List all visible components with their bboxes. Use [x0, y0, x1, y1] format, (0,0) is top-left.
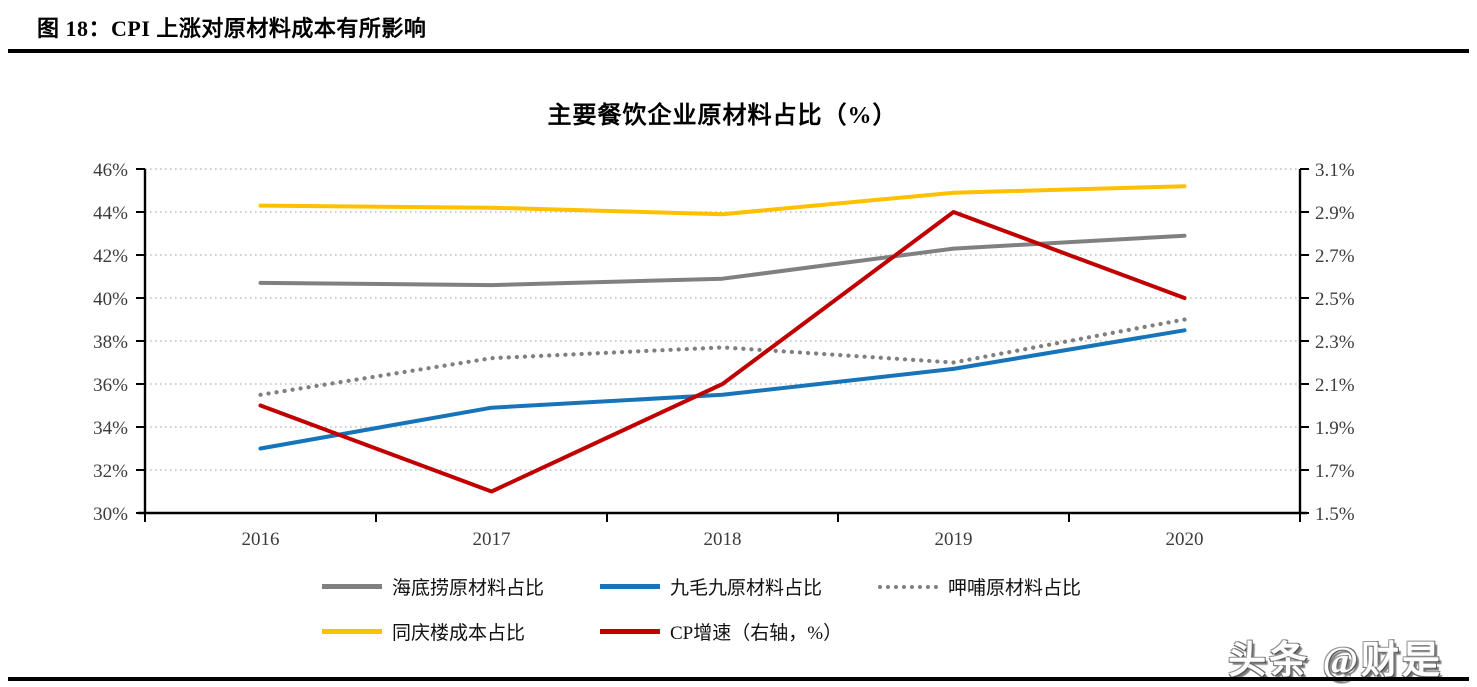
y-right-tick-label: 2.7%: [1315, 246, 1355, 267]
figure-title: 图 18：CPI 上涨对原材料成本有所影响: [37, 16, 427, 41]
legend-swatch-0: [322, 584, 382, 589]
y-right-tick-label: 1.9%: [1315, 418, 1355, 439]
y-left-tick-label: 44%: [93, 203, 128, 224]
watermark: 头条 @财是: [1228, 640, 1443, 682]
series-line-4: [258, 210, 1187, 494]
header-divider: [8, 49, 1469, 53]
legend-item-1: 九毛九原材料占比: [600, 573, 878, 600]
y-left-tick-label: 34%: [93, 418, 128, 439]
legend-label-0: 海底捞原材料占比: [392, 578, 545, 599]
legend-label-1: 九毛九原材料占比: [670, 578, 823, 599]
x-axis-label: 2017: [473, 529, 511, 550]
x-axis-label: 2018: [704, 529, 742, 550]
series-line-3: [258, 184, 1187, 217]
x-axis-label: 2020: [1166, 529, 1204, 550]
legend-item-3: 同庆楼成本占比: [322, 618, 600, 645]
x-axis-label: 2016: [242, 529, 280, 550]
legend-item-2: 呷哺原材料占比: [878, 573, 1218, 600]
y-right-tick-label: 1.7%: [1315, 461, 1355, 482]
legend-swatch-2: [878, 584, 938, 589]
legend-item-4: CP增速（右轴，%）: [600, 618, 878, 645]
y-right-tick-label: 2.3%: [1315, 332, 1355, 353]
y-right-tick-label: 2.5%: [1315, 289, 1355, 310]
chart-legend: 海底捞原材料占比 九毛九原材料占比 呷哺原材料占比同庆楼成本占比 CP增速（右轴，%）: [322, 564, 1218, 654]
legend-item-0: 海底捞原材料占比: [322, 573, 600, 600]
legend-swatch-4: [600, 629, 660, 634]
legend-swatch-1: [600, 584, 660, 589]
bottom-divider: [8, 677, 1469, 681]
legend-label-3: 同庆楼成本占比: [392, 623, 526, 644]
y-right-tick-label: 1.5%: [1315, 504, 1355, 525]
y-left-tick-label: 46%: [93, 160, 128, 181]
y-left-tick-label: 40%: [93, 289, 128, 310]
legend-row-2: 同庆楼成本占比 CP增速（右轴，%）: [322, 609, 1218, 654]
legend-row-1: 海底捞原材料占比 九毛九原材料占比 呷哺原材料占比: [322, 564, 1218, 609]
legend-swatch-3: [322, 629, 382, 634]
y-left-tick-label: 38%: [93, 332, 128, 353]
y-right-tick-label: 3.1%: [1315, 160, 1355, 181]
y-right-tick-label: 2.9%: [1315, 203, 1355, 224]
y-right-tick-label: 2.1%: [1315, 375, 1355, 396]
series-line-2: [258, 317, 1187, 397]
chart-title: 主要餐饮企业原材料占比（%）: [547, 103, 898, 129]
legend-label-4: CP增速（右轴，%）: [670, 623, 843, 644]
y-left-tick-label: 36%: [93, 375, 128, 396]
y-left-tick-label: 32%: [93, 461, 128, 482]
series-line-1: [258, 328, 1187, 451]
x-axis-label: 2019: [935, 529, 973, 550]
y-left-tick-label: 30%: [93, 504, 128, 525]
legend-label-2: 呷哺原材料占比: [948, 578, 1082, 599]
y-left-tick-label: 42%: [93, 246, 128, 267]
series-line-0: [258, 233, 1187, 288]
